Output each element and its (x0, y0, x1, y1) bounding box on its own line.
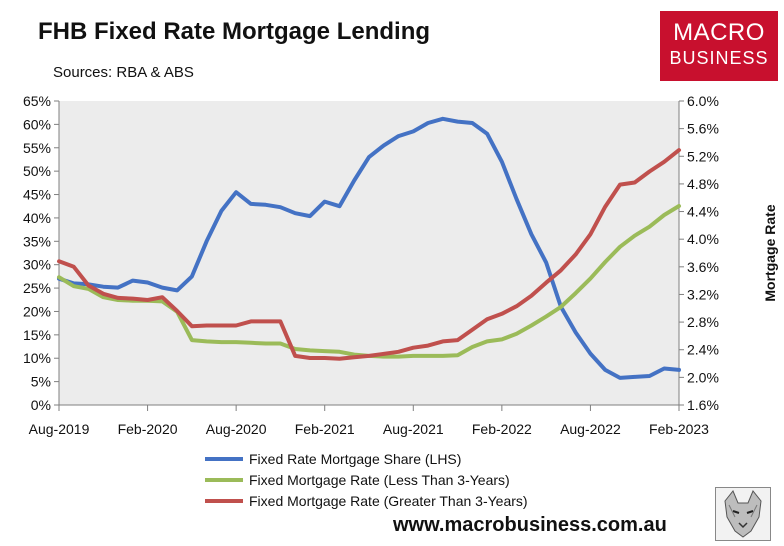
legend-label-rate-greater-3y: Fixed Mortgage Rate (Greater Than 3-Year… (249, 492, 528, 509)
y-right-tick-label: 5.6% (687, 121, 719, 137)
y-right-tick-label: 4.8% (687, 176, 719, 192)
y-right-tick-label: 1.6% (687, 397, 719, 413)
wolf-logo-icon (715, 487, 771, 541)
y-left-tick-label: 35% (23, 233, 51, 249)
macrobusiness-logo: MACRO BUSINESS (660, 11, 778, 81)
y-left-tick-label: 10% (23, 350, 51, 366)
plot-area (59, 101, 679, 405)
x-tick-label: Aug-2020 (206, 421, 267, 437)
x-tick-label: Feb-2023 (649, 421, 709, 437)
y-right-tick-label: 2.4% (687, 342, 719, 358)
sources-note: Sources: RBA & ABS (53, 64, 194, 81)
y-left-tick-label: 50% (23, 163, 51, 179)
series-line-2 (57, 148, 681, 361)
x-tick-label: Aug-2021 (383, 421, 444, 437)
y-left-tick-label: 60% (23, 116, 51, 132)
legend-swatch-rate-less-3y (205, 477, 243, 482)
y-left-tick-label: 40% (23, 210, 51, 226)
logo-line-macro: MACRO (673, 19, 765, 46)
legend-label-rate-less-3y: Fixed Mortgage Rate (Less Than 3-Years) (249, 471, 510, 488)
y-right-tick-label: 3.6% (687, 259, 719, 275)
chart-legend: Fixed Rate Mortgage Share (LHS) Fixed Mo… (205, 448, 585, 511)
series-line-0 (57, 116, 681, 380)
x-tick-label: Feb-2020 (118, 421, 178, 437)
y-right-axis-title: Mortgage Rate (762, 204, 778, 301)
y-left-tick-label: 55% (23, 140, 51, 156)
y-left-tick-label: 0% (31, 397, 51, 413)
x-tick-label: Aug-2019 (29, 421, 90, 437)
website-url: www.macrobusiness.com.au (393, 514, 667, 536)
y-left-tick-label: 65% (23, 93, 51, 109)
y-left-tick-label: 15% (23, 327, 51, 343)
legend-swatch-rate-greater-3y (205, 498, 243, 503)
x-tick-label: Feb-2022 (472, 421, 532, 437)
y-right-tick-label: 3.2% (687, 286, 719, 302)
legend-item-fixed-rate-share: Fixed Rate Mortgage Share (LHS) (205, 448, 585, 469)
y-left-tick-label: 20% (23, 303, 51, 319)
y-left-tick-label: 45% (23, 187, 51, 203)
y-left-tick-label: 25% (23, 280, 51, 296)
y-right-tick-label: 6.0% (687, 93, 719, 109)
x-tick-label: Feb-2021 (295, 421, 355, 437)
chart-title: FHB Fixed Rate Mortgage Lending (38, 18, 431, 45)
y-left-tick-label: 5% (31, 374, 51, 390)
x-tick-label: Aug-2022 (560, 421, 621, 437)
y-right-tick-label: 2.8% (687, 314, 719, 330)
y-right-tick-label: 2.0% (687, 369, 719, 385)
y-right-tick-label: 4.4% (687, 204, 719, 220)
y-right-tick-label: 4.0% (687, 231, 719, 247)
legend-label-fixed-rate-share: Fixed Rate Mortgage Share (LHS) (249, 450, 462, 467)
y-right-tick-label: 5.2% (687, 148, 719, 164)
legend-item-rate-less-3y: Fixed Mortgage Rate (Less Than 3-Years) (205, 469, 585, 490)
legend-item-rate-greater-3y: Fixed Mortgage Rate (Greater Than 3-Year… (205, 490, 585, 511)
y-left-tick-label: 30% (23, 257, 51, 273)
logo-line-business: BUSINESS (669, 48, 769, 68)
legend-swatch-fixed-rate-share (205, 456, 243, 461)
